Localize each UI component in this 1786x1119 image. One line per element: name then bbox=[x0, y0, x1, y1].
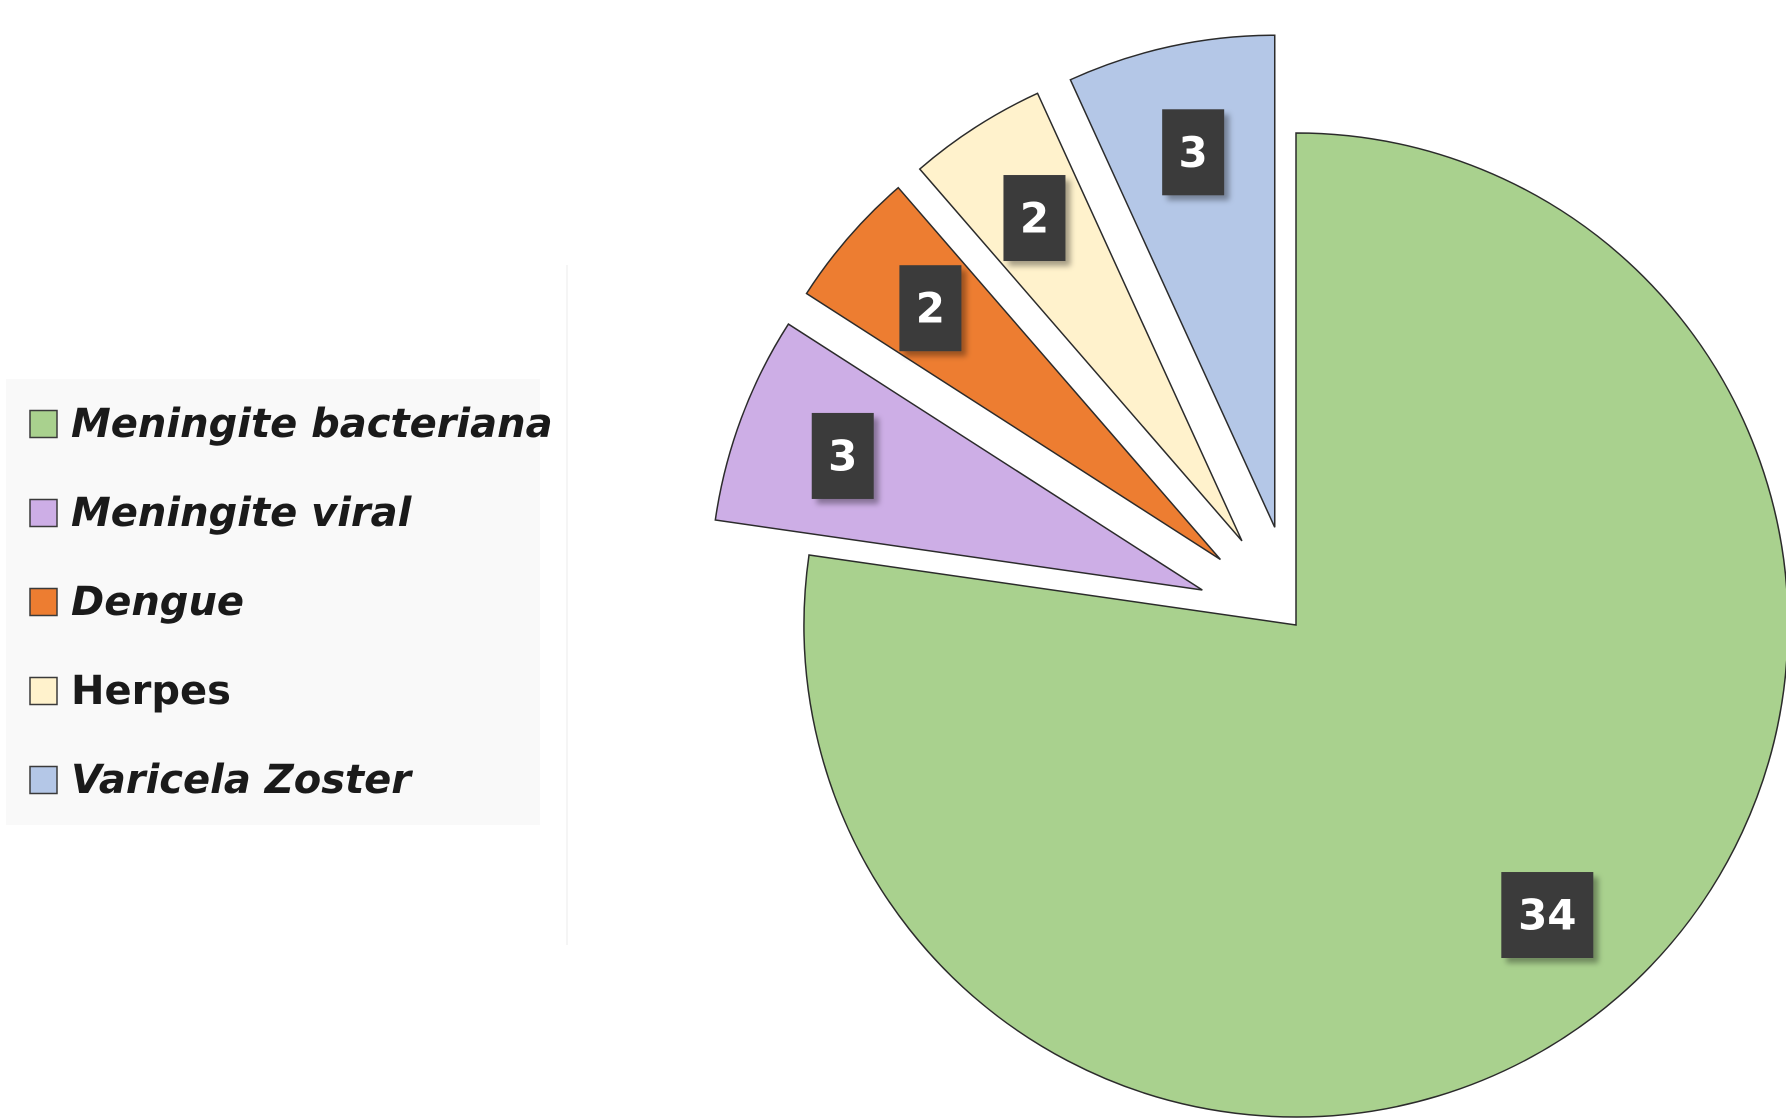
data-label-box bbox=[899, 265, 962, 352]
data-label-box bbox=[811, 412, 874, 499]
legend-label: Dengue bbox=[71, 579, 244, 625]
legend-entry-meningite-bacteriana: Meningite bacteriana bbox=[29, 401, 553, 447]
legend-box bbox=[6, 379, 540, 825]
legend-label: Herpes bbox=[71, 668, 231, 714]
pie-slices bbox=[714, 34, 1786, 1118]
slice-meningite-bacteriana bbox=[803, 132, 1786, 1118]
data-label-dengue: 2 bbox=[899, 265, 962, 352]
data-label-varicela-zoster: 3 bbox=[1162, 109, 1225, 196]
data-label-value: 3 bbox=[1179, 128, 1208, 177]
legend-swatch bbox=[29, 765, 58, 795]
legend-label: Meningite viral bbox=[71, 490, 413, 536]
data-label-value: 34 bbox=[1518, 891, 1576, 940]
legend-swatch bbox=[29, 587, 58, 617]
data-label-box bbox=[1003, 175, 1066, 262]
data-label-value: 2 bbox=[1020, 194, 1049, 243]
data-label-box bbox=[1501, 872, 1594, 959]
legend-swatch bbox=[29, 409, 58, 439]
data-labels: 34 3 2 2 3 bbox=[811, 109, 1594, 959]
data-label-box bbox=[1162, 109, 1225, 196]
legend-label: Varicela Zoster bbox=[71, 757, 413, 803]
data-label-value: 3 bbox=[828, 431, 857, 480]
data-label-herpes: 2 bbox=[1003, 175, 1066, 262]
data-label-meningite-viral: 3 bbox=[811, 412, 874, 499]
legend-entry-dengue: Dengue bbox=[29, 579, 244, 625]
slice-herpes bbox=[918, 92, 1243, 542]
legend-swatch bbox=[29, 676, 58, 706]
legend-entry-herpes: Herpes bbox=[29, 668, 231, 714]
legend: Meningite bacteriana Meningite viral Dengu… bbox=[29, 401, 553, 803]
legend-label: Meningite bacteriana bbox=[71, 401, 553, 447]
legend-swatch bbox=[29, 498, 58, 528]
legend-entry-meningite-viral: Meningite viral bbox=[29, 490, 413, 536]
legend-entry-varicela-zoster: Varicela Zoster bbox=[29, 757, 413, 803]
data-label-meningite-bacteriana: 34 bbox=[1501, 872, 1594, 959]
data-label-value: 2 bbox=[916, 284, 945, 333]
slice-meningite-viral bbox=[714, 323, 1203, 591]
